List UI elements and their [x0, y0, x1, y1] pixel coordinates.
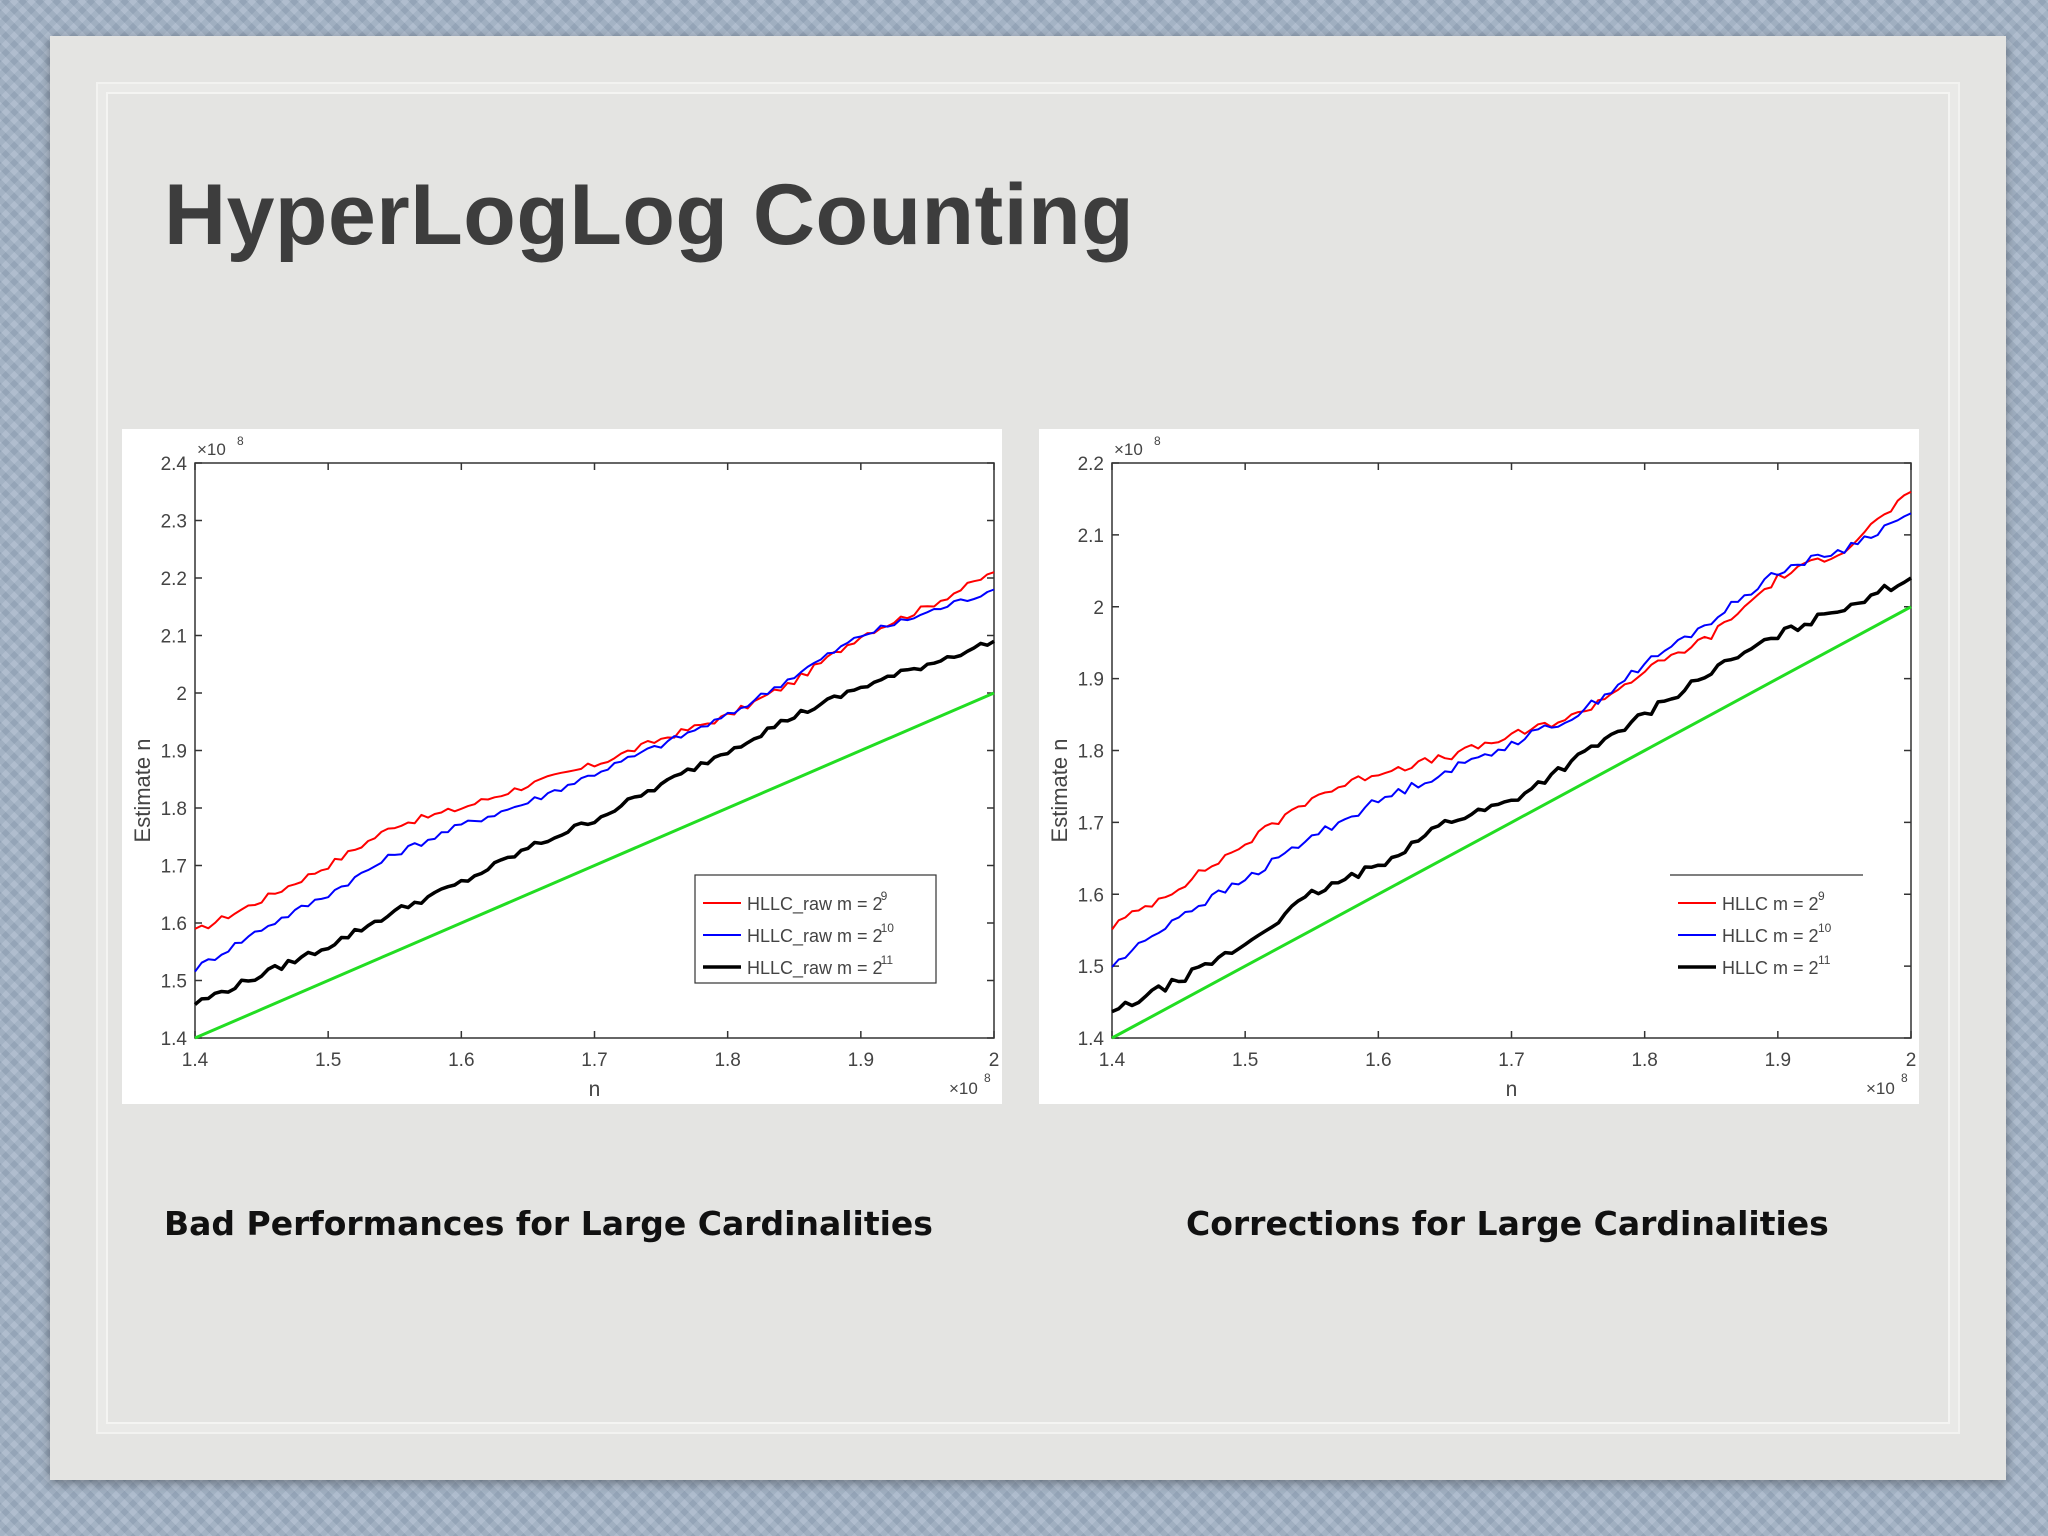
chart-corrected-estimates: 1.4 1.5 1.6 1.7 1.8 1.9 2 2.1 2.2 1.4 1.5 1.6 1.7 1.8…	[1047, 434, 1917, 1101]
series-line-m-2-11	[1111, 576, 1912, 1014]
legend-label: HLLC_raw m = 2	[747, 894, 883, 915]
y-tick-label: 1.8	[161, 799, 187, 820]
y-tick-label: 1.6	[1078, 885, 1104, 906]
x-axis-label: n	[1506, 1078, 1518, 1101]
x-tick-label: 1.7	[581, 1050, 607, 1071]
x-tick-label: 2	[1906, 1050, 1917, 1071]
legend-label-exponent: 11	[1818, 953, 1831, 967]
series-line-m-2-10	[1111, 512, 1912, 968]
y-tick-label: 1.9	[161, 742, 187, 763]
series-line-reference	[1111, 605, 1912, 1040]
y-tick-label: 1.5	[1078, 957, 1104, 978]
caption-left: Bad Performances for Large Cardinalities	[164, 1204, 933, 1243]
caption-right: Corrections for Large Cardinalities	[1186, 1204, 1829, 1243]
y-tick-label: 2	[176, 684, 187, 705]
slide-frame	[96, 82, 1960, 1434]
legend-label: HLLC m = 2	[1722, 958, 1819, 978]
y-tick-label: 1.9	[1078, 670, 1104, 691]
y-tick-label: 1.7	[1078, 813, 1104, 834]
x-axis-label: n	[589, 1078, 601, 1101]
legend-label: HLLC m = 2	[1722, 926, 1819, 946]
slide: HyperLogLog Counting 1.4 1.5 1.6 1.7 1.8 1.9 2…	[50, 36, 2006, 1480]
slide-title: HyperLogLog Counting	[164, 167, 1135, 263]
x-tick-label: 1.5	[315, 1050, 341, 1071]
legend-label-exponent: 10	[1818, 921, 1832, 935]
x-exponent-label: ×10	[1866, 1079, 1895, 1098]
series-line-m-2-11	[193, 639, 995, 1006]
y-exponent-power: 8	[237, 434, 244, 448]
chart-panel-left: 1.4 1.5 1.6 1.7 1.8 1.9 2 2.1 2.2 2.3 2.4 1.4 1.5 1.6…	[122, 429, 1002, 1104]
x-tick-label: 1.7	[1498, 1050, 1524, 1071]
x-tick-label: 1.5	[1232, 1050, 1258, 1071]
y-tick-label: 1.4	[1078, 1029, 1105, 1050]
x-tick-label: 1.4	[182, 1050, 209, 1071]
y-tick-label: 2.2	[161, 569, 187, 590]
x-tick-label: 1.8	[1631, 1050, 1657, 1071]
legend-label-exponent: 9	[1818, 889, 1825, 903]
y-axis-label: Estimate n	[1047, 739, 1072, 843]
y-exponent-label: ×10	[197, 440, 226, 459]
series-line-reference	[194, 691, 995, 1040]
legend-box	[694, 874, 937, 984]
y-tick-label: 2.3	[161, 512, 187, 533]
x-exponent-label: ×10	[949, 1079, 978, 1098]
x-tick-label: 1.6	[1365, 1050, 1391, 1071]
y-tick-label: 1.4	[161, 1029, 188, 1050]
chart-panel-right: 1.4 1.5 1.6 1.7 1.8 1.9 2 2.1 2.2 1.4 1.5 1.6 1.7 1.8…	[1039, 429, 1919, 1104]
y-tick-label: 2.4	[161, 454, 188, 475]
x-tick-label: 1.9	[1765, 1050, 1791, 1071]
series-line-m-2-10	[194, 588, 995, 973]
y-exponent-label: ×10	[1114, 440, 1143, 459]
legend-label: HLLC_raw m = 2	[747, 958, 883, 979]
y-tick-label: 1.5	[161, 972, 187, 993]
legend-label-exponent: 9	[881, 889, 888, 903]
legend-label-exponent: 10	[881, 921, 895, 935]
y-tick-label: 1.8	[1078, 742, 1104, 763]
y-tick-label: 2.1	[161, 627, 187, 648]
x-tick-label: 2	[989, 1050, 1000, 1071]
x-exponent-power: 8	[984, 1071, 991, 1085]
chart-raw-estimates: 1.4 1.5 1.6 1.7 1.8 1.9 2 2.1 2.2 2.3 2.4 1.4 1.5 1.6…	[130, 434, 1000, 1101]
x-tick-label: 1.8	[714, 1050, 740, 1071]
y-tick-label: 2.2	[1078, 454, 1104, 475]
y-tick-label: 2	[1093, 598, 1104, 619]
y-tick-label: 2.1	[1078, 526, 1104, 547]
y-exponent-power: 8	[1154, 434, 1161, 448]
series-line-m-2-9	[1111, 490, 1912, 931]
y-tick-label: 1.7	[161, 857, 187, 878]
legend-label-exponent: 11	[881, 953, 894, 967]
x-tick-label: 1.9	[848, 1050, 874, 1071]
legend-label: HLLC m = 2	[1722, 894, 1819, 914]
x-tick-label: 1.6	[448, 1050, 474, 1071]
y-tick-label: 1.6	[161, 914, 187, 935]
x-exponent-power: 8	[1901, 1071, 1908, 1085]
x-tick-label: 1.4	[1099, 1050, 1126, 1071]
legend-label: HLLC_raw m = 2	[747, 926, 883, 947]
y-axis-label: Estimate n	[130, 739, 155, 843]
